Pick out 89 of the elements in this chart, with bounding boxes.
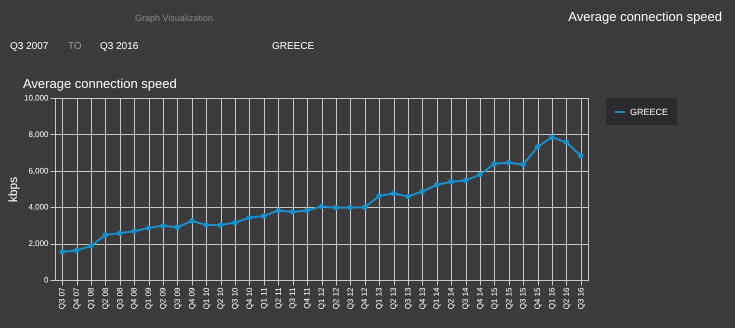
point — [189, 218, 195, 224]
x-tick-label: Q2 13 — [389, 286, 398, 310]
point — [506, 160, 512, 166]
point — [348, 204, 354, 210]
point — [333, 205, 339, 210]
point — [477, 172, 483, 178]
legend-label: GREECE — [630, 107, 668, 117]
x-tick-label: Q3 08 — [115, 286, 124, 310]
point — [88, 243, 94, 249]
text: Average connection speed — [568, 9, 722, 24]
y-tick-label: 6,000 — [28, 166, 50, 176]
text: Q3 2007 — [10, 41, 49, 52]
point — [174, 224, 180, 230]
text: TO — [68, 41, 82, 52]
point — [102, 232, 108, 238]
x-tick-label: Q3 13 — [403, 286, 412, 310]
x-tick-label: Q3 10 — [230, 286, 240, 310]
point — [534, 144, 540, 150]
point — [232, 220, 238, 226]
y-axis-title: kbps — [6, 176, 20, 202]
x-tick-label: Q1 11 — [259, 286, 268, 309]
x-tick-label: Q3 14 — [461, 286, 470, 310]
x-tick-label: Q3 11 — [288, 286, 298, 309]
x-tick-label: Q2 10 — [216, 286, 226, 310]
point — [448, 178, 454, 184]
x-tick-label: Q2 14 — [446, 286, 456, 310]
y-tick-label: 2,000 — [28, 239, 50, 248]
point — [117, 230, 123, 236]
x-tick-label: Q1 15 — [490, 286, 499, 310]
x-tick-label: Q1 16 — [547, 286, 556, 310]
x-tick-label: Q1 09 — [144, 286, 154, 310]
x-tick-label: Q4 10 — [244, 286, 254, 310]
point — [362, 204, 368, 210]
x-tick-label: Q3 16 — [576, 286, 586, 310]
x-tick-label: Q3 12 — [346, 286, 355, 310]
x-tick-label: Q4 15 — [533, 286, 542, 310]
point — [276, 208, 282, 214]
point — [549, 134, 555, 140]
x-tick-label: Q4 14 — [475, 286, 484, 310]
point — [160, 223, 166, 228]
x-tick-label: Q4 11 — [302, 286, 312, 309]
x-tick-label: Q2 15 — [504, 286, 514, 310]
x-tick-label: Q3 15 — [518, 286, 528, 310]
x-tick-label: Q2 11 — [274, 286, 283, 309]
point — [564, 140, 570, 146]
x-tick-label: Q2 08 — [100, 286, 110, 310]
y-tick-label: 10,000 — [24, 94, 50, 102]
point — [218, 222, 224, 228]
point — [74, 248, 80, 254]
point — [246, 214, 252, 220]
y-tick-label: 4,000 — [28, 202, 50, 212]
x-tick-label: Q1 10 — [202, 286, 211, 310]
x-tick-label: Q3 07 — [58, 286, 67, 310]
point — [290, 209, 296, 215]
x-tick-label: Q4 07 — [72, 286, 82, 310]
x-tick-label: Q3 09 — [172, 286, 182, 310]
text: GREECE — [272, 41, 315, 52]
y-tick-label: 0 — [44, 276, 50, 284]
point — [59, 249, 65, 255]
point — [405, 194, 411, 200]
point — [376, 193, 382, 199]
y-tick-label: 8,000 — [28, 130, 50, 139]
point — [204, 222, 209, 228]
x-tick-label: Q1 13 — [374, 286, 384, 310]
text: Graph Visualization — [135, 13, 213, 23]
point — [462, 178, 468, 184]
x-tick-label: Q2 12 — [331, 286, 340, 310]
text: Q3 2016 — [100, 41, 139, 52]
point — [318, 204, 324, 210]
point — [131, 228, 137, 234]
x-tick-label: Q4 08 — [130, 286, 139, 310]
point — [304, 208, 310, 214]
point — [146, 225, 152, 231]
x-tick-label: Q1 12 — [317, 286, 326, 310]
point — [420, 188, 426, 194]
point — [261, 213, 267, 219]
x-tick-label: Q2 09 — [158, 286, 168, 310]
x-tick-label: Q1 08 — [86, 286, 96, 310]
x-tick-label: Q1 14 — [432, 286, 442, 310]
x-tick-label: Q4 12 — [360, 286, 370, 310]
point — [434, 182, 440, 188]
chart-title: Average connection speed — [23, 76, 177, 91]
point — [520, 162, 526, 168]
x-tick-label: Q4 13 — [418, 286, 427, 310]
x-tick-label: Q2 16 — [562, 286, 571, 310]
x-tick-label: Q4 09 — [187, 286, 196, 310]
point — [578, 153, 584, 159]
point — [492, 160, 498, 166]
point — [390, 190, 396, 196]
